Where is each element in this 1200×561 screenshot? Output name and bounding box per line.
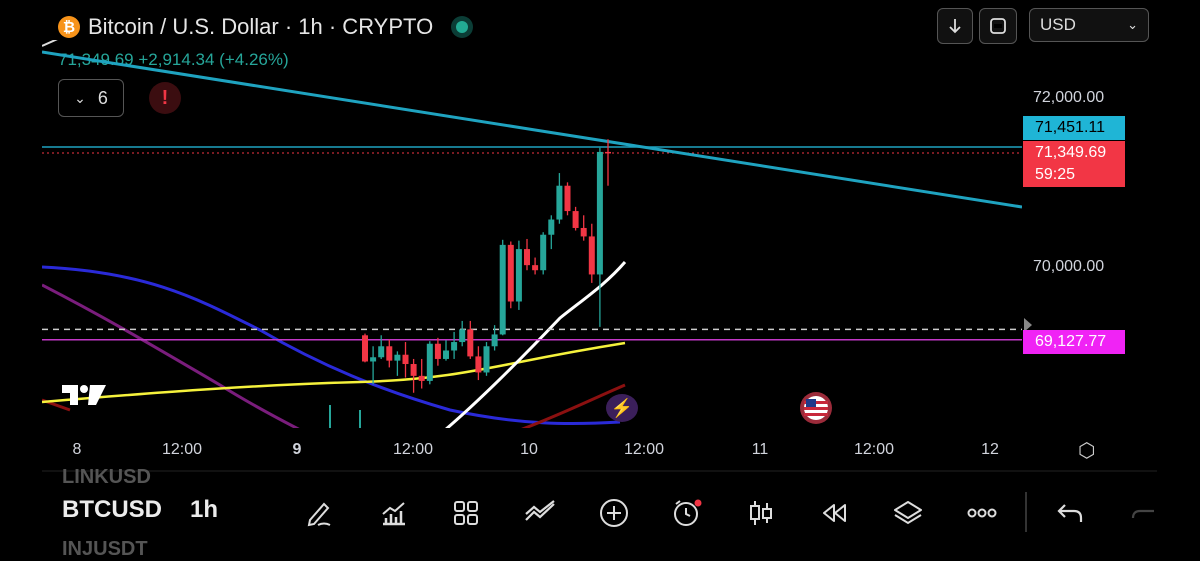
symbol-title[interactable]: Bitcoin / U.S. Dollar · 1h · CRYPTO (88, 14, 434, 39)
level-price-tag: 69,127.77 (1023, 330, 1125, 354)
candle-body (564, 185, 571, 212)
candle-body (507, 244, 514, 302)
sparkle-ai-icon[interactable]: ⚡ (606, 394, 638, 422)
current-symbol[interactable]: BTCUSD (62, 496, 162, 523)
moving-average-yellow (42, 341, 626, 404)
candle-body (540, 234, 547, 271)
watchlist-next-symbol[interactable]: INJUSDT (62, 538, 148, 560)
compare-icon[interactable] (521, 494, 559, 532)
undo-icon[interactable] (1051, 494, 1089, 532)
alarm-clock-icon[interactable] (668, 494, 706, 532)
candle-body (572, 211, 579, 228)
indicators-chart-icon[interactable] (374, 494, 412, 532)
candle-body (443, 350, 449, 359)
candle-body (475, 356, 482, 373)
time-axis-label: 12:00 (623, 441, 665, 458)
last-price-tag: 71,349.69 59:25 (1023, 141, 1125, 187)
time-axis-label: 9 (292, 441, 302, 458)
candle-body (556, 185, 563, 220)
time-axis-label: 12:00 (853, 441, 895, 458)
bitcoin-logo-icon: ₿ (58, 16, 80, 38)
time-axis-label: 12 (981, 441, 999, 458)
candle-body (515, 249, 522, 302)
candle-body (378, 346, 385, 358)
time-axis-label: 12:00 (392, 441, 434, 458)
tradingview-logo-icon (60, 383, 108, 412)
candle-body (483, 346, 490, 373)
candle-body (418, 375, 425, 381)
candle-body (394, 354, 401, 361)
candle-body (499, 244, 506, 335)
redo-icon[interactable] (1125, 494, 1163, 532)
fullscreen-icon[interactable] (979, 8, 1017, 44)
candle-body (548, 219, 555, 235)
trendline-price-tag: 71,451.11 (1023, 116, 1125, 140)
indicators-toggle-button[interactable]: ⌄ 6 (58, 79, 124, 117)
moving-average-darkred (42, 383, 626, 428)
market-open-status-icon (451, 16, 474, 38)
plot-area (42, 40, 1022, 428)
candle-body (491, 334, 498, 347)
arrow-down-icon[interactable] (937, 8, 973, 44)
chevron-down-icon: ⌄ (74, 89, 86, 106)
layers-icon[interactable] (889, 494, 927, 532)
time-axis-label: 10 (520, 441, 538, 458)
candle-body (370, 357, 377, 362)
more-icon[interactable] (963, 494, 1001, 532)
add-icon[interactable] (595, 494, 633, 532)
warning-icon[interactable]: ! (149, 82, 181, 114)
trendline (42, 50, 1022, 209)
currency-value: USD (1040, 15, 1076, 34)
candle-body (524, 249, 530, 266)
pencil-icon[interactable] (300, 494, 338, 532)
price-axis-label: 72,000.00 (1033, 89, 1105, 106)
toolbar-divider (1025, 492, 1027, 532)
grid-layout-icon[interactable] (447, 494, 485, 532)
candle-body (434, 343, 441, 359)
moving-average-purple (42, 283, 300, 428)
candle-body (362, 335, 368, 362)
candle-body (451, 342, 458, 351)
watchlist-prev-symbol[interactable]: LINKUSD (62, 466, 151, 488)
dashed-level-handle (1024, 318, 1032, 332)
us-flag-icon[interactable] (800, 392, 832, 424)
candle-body (605, 151, 611, 154)
candles-icon[interactable] (742, 494, 780, 532)
candle-body (426, 343, 433, 381)
time-axis-label: 8 (72, 441, 82, 458)
bottom-toolbar: LINKUSD BTCUSD 1h INJUSDT (0, 466, 1200, 560)
candle-body (532, 265, 539, 271)
candle-body (580, 227, 587, 237)
drawing-line (42, 40, 58, 47)
last-price-value: 71,349.69 (1035, 144, 1107, 161)
candle-countdown: 59:25 (1035, 166, 1076, 183)
candle-body (410, 364, 417, 376)
candle-body (588, 236, 595, 275)
candle-body (459, 329, 466, 343)
indicators-count: 6 (97, 87, 108, 108)
currency-select[interactable]: USD ⌄ (1029, 8, 1149, 42)
symbol-header[interactable]: ₿ Bitcoin / U.S. Dollar · 1h · CRYPTO (58, 12, 474, 42)
time-axis-label: 12:00 (161, 441, 203, 458)
time-axis-label: 11 (751, 441, 769, 458)
price-axis-label: 70,000.00 (1033, 258, 1105, 275)
chevron-down-icon: ⌄ (1127, 17, 1138, 32)
moving-average-white (445, 261, 627, 428)
gear-icon[interactable]: ⬡ (1078, 440, 1096, 462)
candle-body (596, 151, 603, 275)
replay-icon[interactable] (815, 494, 853, 532)
candle-body (467, 329, 474, 357)
candle-body (386, 346, 393, 361)
candle-body (402, 354, 409, 365)
current-interval[interactable]: 1h (190, 496, 219, 523)
